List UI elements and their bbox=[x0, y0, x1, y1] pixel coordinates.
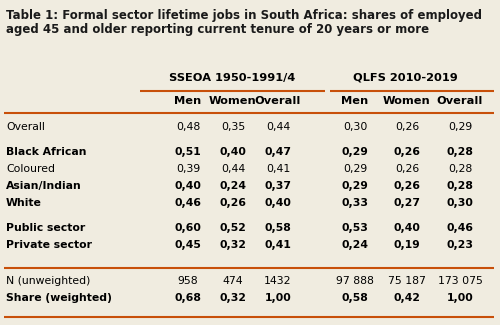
Text: 0,46: 0,46 bbox=[174, 198, 202, 208]
Text: 0,44: 0,44 bbox=[221, 164, 245, 174]
Text: 0,32: 0,32 bbox=[220, 240, 246, 250]
Text: Overall: Overall bbox=[6, 122, 45, 132]
Text: 0,23: 0,23 bbox=[446, 240, 473, 250]
Text: 0,42: 0,42 bbox=[394, 293, 420, 303]
Text: 1,00: 1,00 bbox=[446, 293, 473, 303]
Text: Women: Women bbox=[209, 96, 257, 106]
Text: 0,40: 0,40 bbox=[174, 181, 202, 191]
Text: Men: Men bbox=[342, 96, 368, 106]
Text: 75 187: 75 187 bbox=[388, 276, 426, 286]
Text: Share (weighted): Share (weighted) bbox=[6, 293, 112, 303]
Text: 97 888: 97 888 bbox=[336, 276, 374, 286]
Text: 0,37: 0,37 bbox=[264, 181, 291, 191]
Text: 0,27: 0,27 bbox=[394, 198, 420, 208]
Text: 0,60: 0,60 bbox=[174, 223, 202, 233]
Text: 0,24: 0,24 bbox=[342, 240, 368, 250]
Text: 0,32: 0,32 bbox=[220, 293, 246, 303]
Text: Asian/Indian: Asian/Indian bbox=[6, 181, 82, 191]
Text: 1,00: 1,00 bbox=[264, 293, 291, 303]
Text: 0,26: 0,26 bbox=[394, 181, 420, 191]
Text: 958: 958 bbox=[178, 276, 199, 286]
Text: 0,29: 0,29 bbox=[343, 164, 367, 174]
Text: 0,26: 0,26 bbox=[395, 164, 419, 174]
Text: Women: Women bbox=[383, 96, 431, 106]
Text: 0,30: 0,30 bbox=[446, 198, 473, 208]
Text: 0,29: 0,29 bbox=[342, 181, 368, 191]
Text: 0,68: 0,68 bbox=[174, 293, 202, 303]
Text: 0,29: 0,29 bbox=[342, 147, 368, 157]
Text: 0,41: 0,41 bbox=[264, 240, 291, 250]
Text: 0,58: 0,58 bbox=[264, 223, 291, 233]
Text: Black African: Black African bbox=[6, 147, 86, 157]
Text: 0,26: 0,26 bbox=[220, 198, 246, 208]
Text: Private sector: Private sector bbox=[6, 240, 92, 250]
Text: N (unweighted): N (unweighted) bbox=[6, 276, 90, 286]
Text: 0,46: 0,46 bbox=[446, 223, 473, 233]
Text: 0,40: 0,40 bbox=[394, 223, 420, 233]
Text: 0,47: 0,47 bbox=[264, 147, 291, 157]
Text: Table 1: Formal sector lifetime jobs in South Africa: shares of employed: Table 1: Formal sector lifetime jobs in … bbox=[6, 9, 482, 22]
Text: 0,40: 0,40 bbox=[220, 147, 246, 157]
Text: 0,41: 0,41 bbox=[266, 164, 290, 174]
Text: Public sector: Public sector bbox=[6, 223, 85, 233]
Text: 0,28: 0,28 bbox=[446, 147, 473, 157]
Text: QLFS 2010-2019: QLFS 2010-2019 bbox=[352, 73, 458, 83]
Text: 0,24: 0,24 bbox=[220, 181, 246, 191]
Text: Overall: Overall bbox=[437, 96, 483, 106]
Text: 0,28: 0,28 bbox=[446, 181, 473, 191]
Text: Coloured: Coloured bbox=[6, 164, 55, 174]
Text: 0,26: 0,26 bbox=[395, 122, 419, 132]
Text: 0,58: 0,58 bbox=[342, 293, 368, 303]
Text: 0,53: 0,53 bbox=[342, 223, 368, 233]
Text: White: White bbox=[6, 198, 42, 208]
Text: 0,39: 0,39 bbox=[176, 164, 200, 174]
Text: SSEOA 1950-1991/4: SSEOA 1950-1991/4 bbox=[169, 73, 295, 83]
Text: 0,30: 0,30 bbox=[343, 122, 367, 132]
Text: 0,19: 0,19 bbox=[394, 240, 420, 250]
Text: 0,28: 0,28 bbox=[448, 164, 472, 174]
Text: 173 075: 173 075 bbox=[438, 276, 482, 286]
Text: 0,45: 0,45 bbox=[174, 240, 202, 250]
Text: aged 45 and older reporting current tenure of 20 years or more: aged 45 and older reporting current tenu… bbox=[6, 23, 429, 36]
Text: 0,44: 0,44 bbox=[266, 122, 290, 132]
Text: 0,51: 0,51 bbox=[174, 147, 202, 157]
Text: 0,35: 0,35 bbox=[221, 122, 245, 132]
Text: 0,40: 0,40 bbox=[264, 198, 291, 208]
Text: Overall: Overall bbox=[255, 96, 301, 106]
Text: Men: Men bbox=[174, 96, 202, 106]
Text: 0,29: 0,29 bbox=[448, 122, 472, 132]
Text: 474: 474 bbox=[222, 276, 244, 286]
Text: 1432: 1432 bbox=[264, 276, 292, 286]
Text: 0,33: 0,33 bbox=[342, 198, 368, 208]
Text: 0,48: 0,48 bbox=[176, 122, 200, 132]
Text: 0,52: 0,52 bbox=[220, 223, 246, 233]
Text: 0,26: 0,26 bbox=[394, 147, 420, 157]
